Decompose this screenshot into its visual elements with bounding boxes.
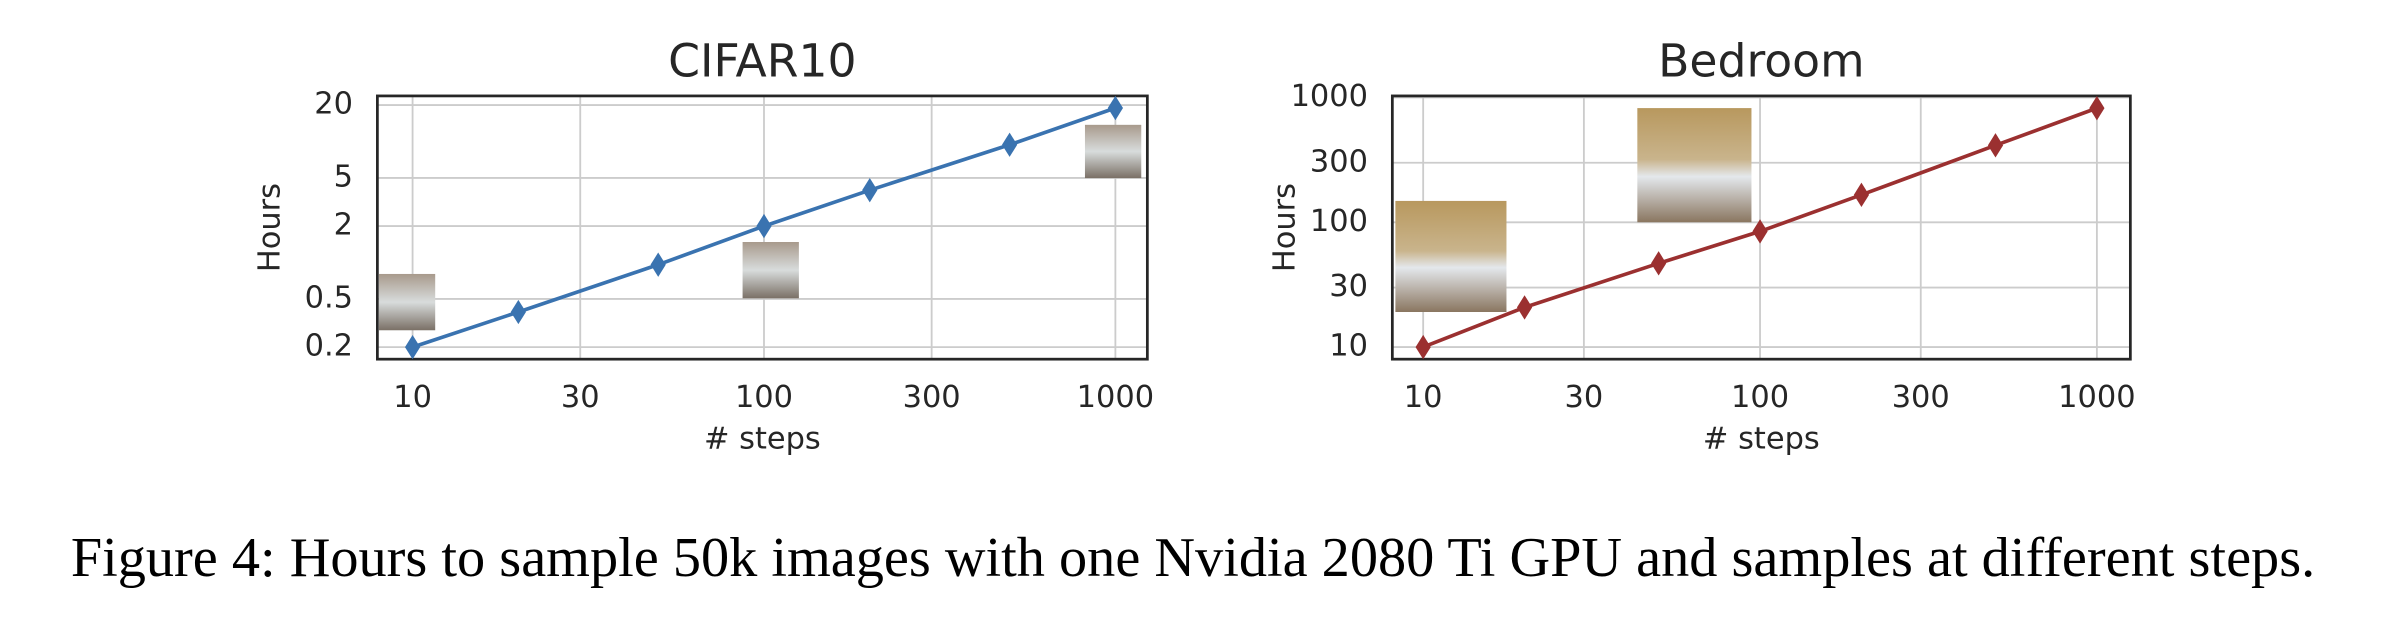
marker bbox=[1651, 251, 1667, 276]
x-tick-label: 10 bbox=[393, 380, 432, 415]
y-tick-label: 2 bbox=[334, 208, 353, 243]
y-tick-label: 30 bbox=[1329, 269, 1368, 304]
marker bbox=[650, 252, 666, 277]
y-tick-label: 20 bbox=[314, 87, 353, 122]
chart-title: Bedroom bbox=[1658, 34, 1864, 87]
plot-frame bbox=[1390, 94, 2132, 361]
y-axis-label: Hours bbox=[252, 183, 287, 272]
marker bbox=[1001, 132, 1018, 157]
marker bbox=[1415, 334, 1431, 360]
plot-frame bbox=[376, 94, 1149, 361]
charts: CIFAR10 # steps Hours 10 30 100 300 1000 0.2 0.5 2… bbox=[252, 34, 2135, 456]
x-tick-label: 300 bbox=[903, 380, 961, 415]
marker bbox=[862, 178, 878, 203]
marker bbox=[1987, 133, 2004, 158]
x-tick-label: 10 bbox=[1404, 380, 1443, 415]
x-tick-label: 300 bbox=[1892, 380, 1950, 415]
marker bbox=[2089, 95, 2105, 121]
x-tick-label: 100 bbox=[1731, 380, 1789, 415]
thumbnail bbox=[378, 273, 436, 331]
y-tick-label: 0.2 bbox=[305, 329, 353, 364]
marker bbox=[756, 213, 772, 239]
y-tick-label: 1000 bbox=[1291, 79, 1368, 114]
x-axis-label: # steps bbox=[1703, 421, 1820, 456]
thumbnail bbox=[1084, 124, 1142, 179]
chart: CIFAR10 # steps Hours 10 30 100 300 1000 0.2 0.5 2… bbox=[252, 34, 1154, 456]
y-tick-label: 5 bbox=[334, 159, 353, 194]
chart: Bedroom # steps Hours 10 30 100 300 1000 10 30 100… bbox=[1267, 34, 2135, 456]
chart-title: CIFAR10 bbox=[668, 34, 856, 87]
y-tick-label: 10 bbox=[1329, 329, 1368, 364]
y-axis-label: Hours bbox=[1267, 183, 1302, 272]
marker bbox=[1752, 219, 1768, 244]
thumbnail bbox=[1637, 108, 1752, 223]
y-tick-label: 300 bbox=[1310, 144, 1368, 179]
marker bbox=[1853, 182, 1870, 208]
x-tick-label: 30 bbox=[1565, 380, 1604, 415]
y-tick-label: 0.5 bbox=[305, 280, 353, 315]
x-tick-label: 30 bbox=[561, 380, 600, 415]
thumbnails bbox=[378, 108, 1752, 331]
marker bbox=[404, 334, 421, 360]
marker bbox=[1516, 295, 1533, 320]
marker bbox=[510, 299, 526, 325]
thumbnail bbox=[742, 242, 799, 299]
thumbnail bbox=[1395, 200, 1507, 312]
y-tick-label: 100 bbox=[1310, 204, 1368, 239]
x-tick-label: 1000 bbox=[2058, 380, 2135, 415]
x-axis-label: # steps bbox=[704, 421, 821, 456]
caption: Figure 4: Hours to sample 50k images wit… bbox=[71, 527, 2315, 589]
x-tick-label: 1000 bbox=[1077, 380, 1154, 415]
x-tick-label: 100 bbox=[735, 380, 793, 415]
marker bbox=[1107, 95, 1123, 121]
